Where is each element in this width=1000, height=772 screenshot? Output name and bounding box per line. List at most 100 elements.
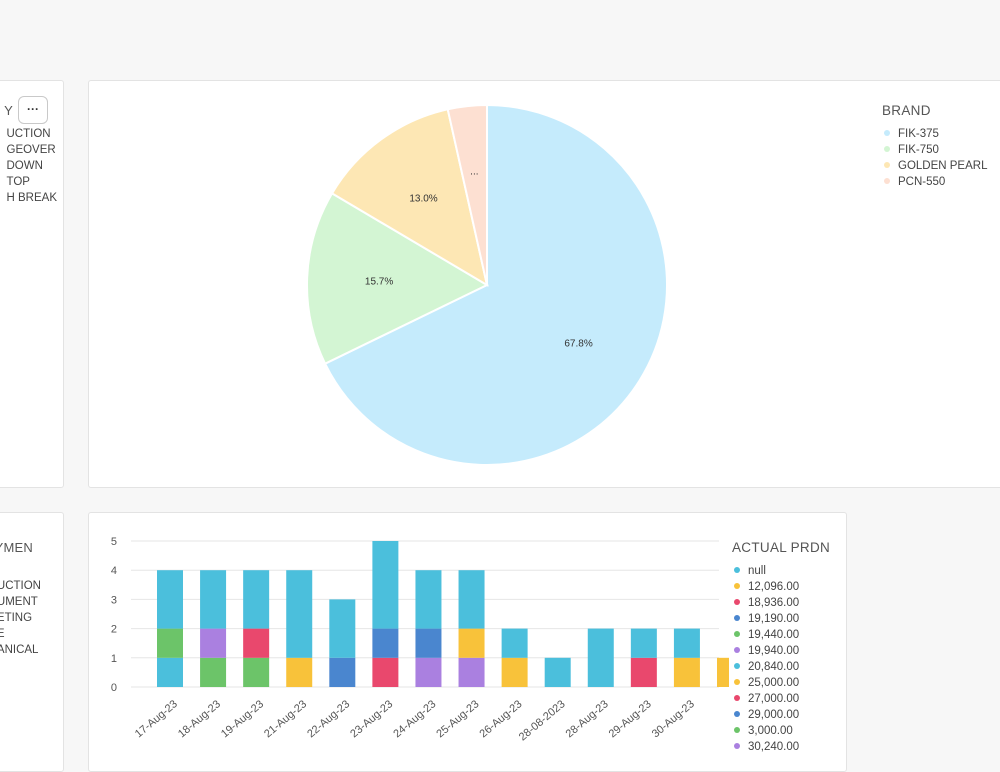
bar-segment[interactable] <box>329 657 356 687</box>
bar-segment[interactable] <box>501 657 528 687</box>
bar-segment[interactable] <box>630 628 657 658</box>
legend-label: 30,240.00 <box>748 741 800 753</box>
bar-segment[interactable] <box>673 628 700 658</box>
x-tick-label: 28-Aug-23 <box>564 698 611 740</box>
left-top-panel: Y ··· UCTION GEOVER DOWN TOP H BREAK <box>0 80 64 488</box>
pie-slice-label: ... <box>470 166 478 177</box>
bar-segment[interactable] <box>243 657 270 687</box>
x-tick-label: e <box>728 698 729 711</box>
legend-item[interactable]: 19,940.00 <box>734 643 799 659</box>
more-options-button[interactable]: ··· <box>18 96 48 124</box>
x-tick-label: 25-Aug-23 <box>434 698 481 740</box>
bar-segment[interactable] <box>717 657 729 687</box>
bar-chart-panel: 0 1 2 3 4 5 17-Aug-23 18-Aug-23 19-Aug-23 21-Aug-… <box>88 512 847 772</box>
legend-label: GOLDEN PEARL <box>898 160 988 172</box>
x-tick-label: 30-Aug-23 <box>650 698 697 740</box>
legend-item[interactable]: 19,440.00 <box>734 627 799 643</box>
legend-label: 20,840.00 <box>748 661 800 673</box>
left-top-list-item[interactable]: DOWN <box>6 160 43 172</box>
left-bottom-list-item[interactable]: UMENT <box>0 596 38 608</box>
left-bottom-list-item[interactable]: E <box>0 626 41 642</box>
legend-dot-icon <box>734 614 740 621</box>
pie-slice[interactable] <box>446 103 488 286</box>
legend-item[interactable]: GOLDEN PEARL <box>884 158 987 174</box>
bar-segment[interactable] <box>157 657 183 687</box>
legend-item[interactable]: FIK-375 <box>884 126 987 142</box>
legend-label: FIK-375 <box>898 128 939 140</box>
bar-segment[interactable] <box>458 628 485 658</box>
legend-item[interactable]: 12,096.00 <box>734 579 799 595</box>
bar-segment[interactable] <box>630 657 657 687</box>
bar-segment[interactable] <box>157 570 183 629</box>
legend-dot-icon <box>734 726 740 733</box>
bar-segment[interactable] <box>157 628 183 658</box>
bar-segment[interactable] <box>415 570 442 629</box>
left-top-title: Y <box>4 103 13 118</box>
left-top-list-item[interactable]: GEOVER <box>6 144 56 156</box>
legend-dot-icon <box>734 678 740 685</box>
left-bottom-list-item[interactable]: UCTION <box>0 580 41 592</box>
legend-label: 19,190.00 <box>748 613 800 625</box>
bar-chart: 0 1 2 3 4 5 17-Aug-2318-Aug-2319-Aug-2321-Aug-… <box>111 536 729 743</box>
legend-item[interactable]: 19,190.00 <box>734 611 799 627</box>
legend-item[interactable]: 3,000.00 <box>734 723 799 739</box>
legend-item[interactable]: PCN-550 <box>884 174 987 190</box>
bar-segment[interactable] <box>286 570 313 658</box>
x-tick-label: 24-Aug-23 <box>391 698 438 740</box>
bar-segment[interactable] <box>243 570 270 629</box>
pie-slice[interactable] <box>330 108 489 288</box>
bar-segment[interactable] <box>372 541 399 629</box>
left-bottom-panel: YMEN UCTION UMENT ETING E ANICAL <box>0 512 64 772</box>
left-top-list-item[interactable]: H BREAK <box>6 192 58 204</box>
legend-item[interactable]: FIK-750 <box>884 142 987 158</box>
legend-dot-icon <box>884 145 890 152</box>
pie-slice-label: 13.0% <box>409 194 437 205</box>
bar-segment[interactable] <box>415 628 442 658</box>
legend-dot-icon <box>734 582 740 589</box>
legend-label: 29,000.00 <box>748 709 800 721</box>
pie-slice[interactable] <box>323 103 668 466</box>
legend-dot-icon <box>884 129 890 136</box>
bar-segment[interactable] <box>458 570 485 629</box>
pie-chart-panel: 67.8% 15.7% 13.0%... BRAND FIK-375 FIK-750 G… <box>88 80 1000 488</box>
pie-slice-label: 67.8% <box>564 338 592 349</box>
bar-segment[interactable] <box>329 599 356 658</box>
legend-item[interactable]: 29,000.00 <box>734 707 799 723</box>
left-top-list: UCTION GEOVER DOWN TOP H BREAK <box>7 126 58 206</box>
left-top-list-item[interactable]: TOP <box>6 176 30 188</box>
bar-segment[interactable] <box>372 628 399 658</box>
pie-slice[interactable] <box>306 192 490 366</box>
legend-item[interactable]: 25,000.00 <box>734 675 799 691</box>
bar-segment[interactable] <box>200 657 227 687</box>
bar-legend: null 12,096.00 18,936.00 19,190.00 19,440.00… <box>734 563 799 755</box>
left-bottom-title: YMEN <box>0 540 33 555</box>
bar-segment[interactable] <box>243 628 270 658</box>
legend-item[interactable]: 30,240.00 <box>734 739 799 755</box>
legend-dot-icon <box>734 694 740 701</box>
bar-segment[interactable] <box>200 570 227 629</box>
y-tick-label: 3 <box>111 594 117 606</box>
bar-segment[interactable] <box>286 657 313 687</box>
left-top-list-item[interactable]: UCTION <box>6 128 51 140</box>
legend-label: 27,000.00 <box>748 693 800 705</box>
legend-item[interactable]: 18,936.00 <box>734 595 799 611</box>
x-tick-label: 28-08-2023 <box>517 698 568 743</box>
left-bottom-list-item[interactable]: ANICAL <box>0 644 39 656</box>
legend-item[interactable]: null <box>734 563 799 579</box>
pie-slice-label: 15.7% <box>365 277 393 288</box>
bar-segment[interactable] <box>200 628 227 658</box>
bar-segment[interactable] <box>673 657 700 687</box>
bar-segment[interactable] <box>415 657 442 687</box>
bar-segment[interactable] <box>544 657 571 687</box>
bar-segment[interactable] <box>372 657 399 687</box>
legend-item[interactable]: 20,840.00 <box>734 659 799 675</box>
bar-segment[interactable] <box>501 628 528 658</box>
left-bottom-list-item[interactable]: ETING <box>0 612 33 624</box>
x-tick-label: 29-Aug-23 <box>607 698 654 740</box>
y-tick-label: 5 <box>111 536 117 548</box>
legend-item[interactable]: 27,000.00 <box>734 691 799 707</box>
legend-dot-icon <box>734 598 740 605</box>
bar-segment[interactable] <box>587 628 614 687</box>
pie-chart: 67.8% 15.7% 13.0%... <box>306 103 668 466</box>
bar-segment[interactable] <box>458 657 485 687</box>
